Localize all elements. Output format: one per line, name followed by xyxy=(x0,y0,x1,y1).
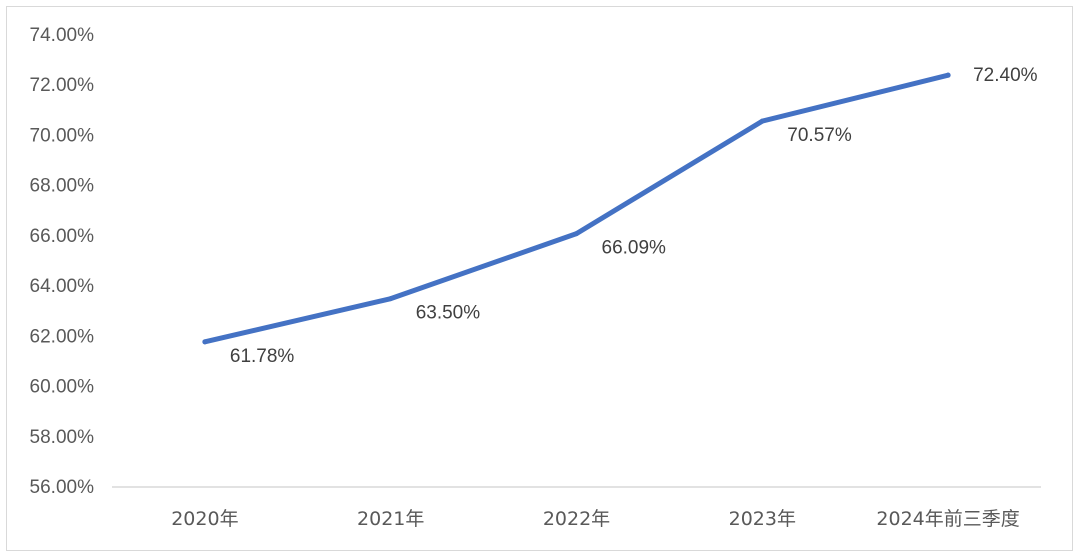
y-tick-label: 60.00% xyxy=(30,377,95,398)
data-point xyxy=(945,72,951,78)
y-tick-label: 70.00% xyxy=(30,125,95,146)
x-category-label: 2020年 xyxy=(171,508,238,530)
chart-frame xyxy=(6,6,1073,551)
data-point xyxy=(574,231,579,237)
data-label: 72.40% xyxy=(973,65,1038,86)
y-tick-label: 66.00% xyxy=(30,226,95,247)
x-category-label: 2022年 xyxy=(543,508,610,530)
x-category-label: 2023年 xyxy=(729,508,796,530)
data-label: 61.78% xyxy=(230,346,295,367)
data-label: 66.09% xyxy=(602,238,667,259)
y-tick-label: 68.00% xyxy=(30,176,95,197)
data-label: 63.50% xyxy=(416,303,481,324)
data-labels-group: 61.78% 63.50% 66.09% 70.57% 72.40% xyxy=(230,65,1038,367)
y-tick-label: 64.00% xyxy=(30,276,95,297)
series-group xyxy=(202,72,951,345)
data-point xyxy=(388,296,394,302)
y-tick-label: 62.00% xyxy=(30,326,95,347)
y-axis-tick-labels: 56.00% 58.00% 60.00% 62.00% 64.00% 66.00% 68.0… xyxy=(30,25,95,498)
x-category-label: 2024年前三季度 xyxy=(876,508,1019,530)
x-category-label: 2021年 xyxy=(357,508,424,530)
data-label: 70.57% xyxy=(787,125,852,146)
y-tick-label: 56.00% xyxy=(30,477,95,498)
series-line xyxy=(202,72,951,345)
y-tick-label: 74.00% xyxy=(30,25,95,46)
x-axis-category-labels: 2020年 2021年 2022年 2023年 2024年前三季度 xyxy=(171,508,1020,530)
data-point xyxy=(759,118,765,124)
data-point xyxy=(202,339,208,345)
y-tick-label: 58.00% xyxy=(30,427,95,448)
y-tick-label: 72.00% xyxy=(30,75,95,96)
